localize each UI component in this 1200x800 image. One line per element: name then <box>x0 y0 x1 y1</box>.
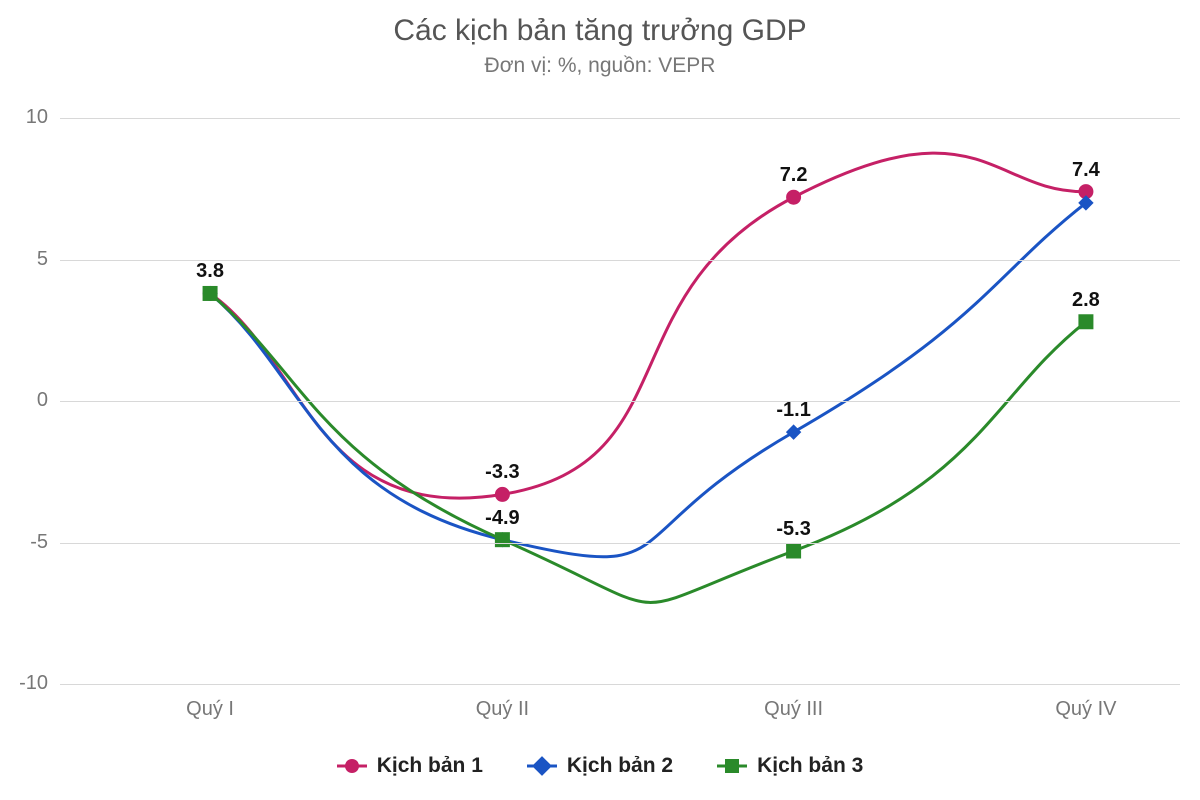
y-tick-label: -10 <box>0 672 48 695</box>
gridline <box>60 543 1180 544</box>
gridline <box>60 401 1180 402</box>
legend-item: Kịch bản 3 <box>717 754 863 778</box>
x-tick-label: Quý III <box>764 698 823 721</box>
series-line <box>210 293 1086 602</box>
x-tick-label: Quý I <box>186 698 234 721</box>
legend-item: Kịch bản 1 <box>337 754 483 778</box>
gridline <box>60 118 1180 119</box>
chart-legend: Kịch bản 1 Kịch bản 2 Kịch bản 3 <box>0 754 1200 778</box>
data-label: -1.1 <box>776 399 810 422</box>
chart-subtitle: Đơn vị: %, nguồn: VEPR <box>0 48 1200 78</box>
series-marker <box>203 286 217 300</box>
series-line <box>210 203 1086 557</box>
data-label: -4.9 <box>485 507 519 530</box>
legend-item: Kịch bản 2 <box>527 754 673 778</box>
series-line <box>210 153 1086 498</box>
legend-label: Kịch bản 1 <box>377 754 483 778</box>
legend-swatch <box>717 757 747 775</box>
series-marker <box>787 544 801 558</box>
y-tick-label: 10 <box>0 106 48 129</box>
series-marker <box>495 487 509 501</box>
y-tick-label: 5 <box>0 248 48 271</box>
data-label: 2.8 <box>1072 289 1100 312</box>
data-label: 7.4 <box>1072 159 1100 182</box>
x-tick-label: Quý II <box>476 698 529 721</box>
x-tick-label: Quý IV <box>1055 698 1116 721</box>
legend-label: Kịch bản 2 <box>567 754 673 778</box>
data-label: -3.3 <box>485 461 519 484</box>
gridline <box>60 684 1180 685</box>
series-marker <box>495 533 509 547</box>
gridline <box>60 260 1180 261</box>
legend-label: Kịch bản 3 <box>757 754 863 778</box>
y-tick-label: -5 <box>0 531 48 554</box>
series-marker <box>787 425 801 439</box>
data-label: 7.2 <box>780 164 808 187</box>
gdp-scenarios-chart: Các kịch bản tăng trưởng GDP Đơn vị: %, … <box>0 0 1200 800</box>
chart-title: Các kịch bản tăng trưởng GDP <box>0 0 1200 48</box>
data-label: -5.3 <box>776 518 810 541</box>
series-marker <box>1079 315 1093 329</box>
plot-area: -10-50510Quý IQuý IIQuý IIIQuý IV-3.37.2… <box>60 118 1180 684</box>
y-tick-label: 0 <box>0 389 48 412</box>
data-label: 3.8 <box>196 260 224 283</box>
legend-swatch <box>527 757 557 775</box>
series-marker <box>787 190 801 204</box>
legend-swatch <box>337 757 367 775</box>
